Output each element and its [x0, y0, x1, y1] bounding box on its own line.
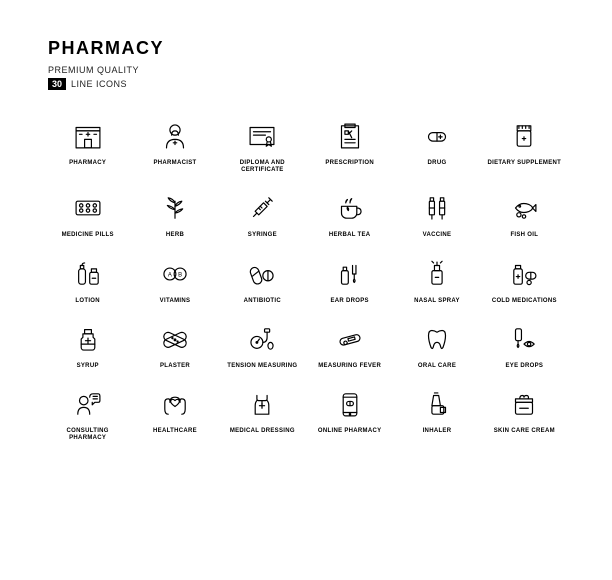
icon-cell-oral-care: ORAL CARE: [397, 321, 476, 370]
icon-label: SYRINGE: [248, 232, 277, 239]
icon-cell-consulting-pharmacy: CONSULTING PHARMACY: [48, 386, 127, 442]
icon-label: HERB: [166, 232, 184, 239]
count-badge: 30: [48, 78, 66, 90]
icon-label: SYRUP: [77, 363, 99, 370]
icon-cell-ear-drops: EAR DROPS: [310, 256, 389, 305]
herbal-tea-icon: [332, 190, 368, 226]
icon-label: DIPLOMA AND CERTIFICATE: [223, 160, 302, 174]
eye-drops-icon: [506, 321, 542, 357]
plaster-icon: [157, 321, 193, 357]
icon-label: MEDICAL DRESSING: [230, 428, 295, 435]
pharmacist-icon: [157, 118, 193, 154]
count-row: 30 LINE ICONS: [48, 78, 564, 90]
icon-cell-medical-dressing: MEDICAL DRESSING: [223, 386, 302, 442]
svg-text:B: B: [178, 272, 182, 278]
icon-cell-herbal-tea: HERBAL TEA: [310, 190, 389, 239]
syrup-icon: [70, 321, 106, 357]
icon-label: TENSION MEASURING: [227, 363, 297, 370]
vaccine-icon: [419, 190, 455, 226]
icon-cell-cold-medications: COLD MEDICATIONS: [485, 256, 564, 305]
ear-drops-icon: [332, 256, 368, 292]
icon-label: ONLINE PHARMACY: [318, 428, 382, 435]
icon-label: PRESCRIPTION: [325, 160, 374, 167]
inhaler-icon: [419, 386, 455, 422]
icon-cell-tension-measuring: TENSION MEASURING: [223, 321, 302, 370]
icon-label: PLASTER: [160, 363, 190, 370]
icon-label: ANTIBIOTIC: [244, 298, 281, 305]
icon-cell-prescription: PRESCRIPTION: [310, 118, 389, 174]
icon-cell-online-pharmacy: ONLINE PHARMACY: [310, 386, 389, 442]
icon-label: VACCINE: [423, 232, 452, 239]
icon-cell-syrup: SYRUP: [48, 321, 127, 370]
nasal-spray-icon: [419, 256, 455, 292]
fish-oil-icon: [506, 190, 542, 226]
syringe-icon: [244, 190, 280, 226]
drug-icon: [419, 118, 455, 154]
icon-cell-herb: HERB: [135, 190, 214, 239]
icon-label: PHARMACIST: [153, 160, 196, 167]
herb-icon: [157, 190, 193, 226]
icon-cell-syringe: SYRINGE: [223, 190, 302, 239]
diploma-icon: [244, 118, 280, 154]
icon-cell-drug: DRUG: [397, 118, 476, 174]
online-pharmacy-icon: [332, 386, 368, 422]
icon-label: DIETARY SUPPLEMENT: [488, 160, 562, 167]
medicine-pills-icon: [70, 190, 106, 226]
icon-label: COLD MEDICATIONS: [492, 298, 557, 305]
dietary-supplement-icon: [506, 118, 542, 154]
icon-cell-healthcare: HEALTHCARE: [135, 386, 214, 442]
icon-label: EAR DROPS: [330, 298, 368, 305]
measuring-fever-icon: [332, 321, 368, 357]
header: PHARMACY PREMIUM QUALITY 30 LINE ICONS: [48, 38, 564, 90]
healthcare-icon: [157, 386, 193, 422]
consulting-pharmacy-icon: [70, 386, 106, 422]
cold-medications-icon: [506, 256, 542, 292]
prescription-icon: [332, 118, 368, 154]
icon-label: DRUG: [428, 160, 447, 167]
icon-cell-vaccine: VACCINE: [397, 190, 476, 239]
icon-cell-pharmacist: PHARMACIST: [135, 118, 214, 174]
svg-text:A: A: [168, 272, 172, 278]
icon-label: MEDICINE PILLS: [62, 232, 114, 239]
antibiotic-icon: [244, 256, 280, 292]
icon-cell-skin-care-cream: SKIN CARE CREAM: [485, 386, 564, 442]
icon-label: LOTION: [75, 298, 99, 305]
icon-label: HEALTHCARE: [153, 428, 197, 435]
icon-label: MEASURING FEVER: [318, 363, 381, 370]
icon-cell-vitamins: AB VITAMINS: [135, 256, 214, 305]
icon-label: EYE DROPS: [505, 363, 543, 370]
icon-grid: PHARMACY PHARMACIST DIPLOMA AND CERTIFICAT…: [48, 118, 564, 442]
tension-measuring-icon: [244, 321, 280, 357]
icon-cell-fish-oil: FISH OIL: [485, 190, 564, 239]
page-title: PHARMACY: [48, 38, 564, 59]
icon-label: CONSULTING PHARMACY: [48, 428, 127, 442]
icon-label: NASAL SPRAY: [414, 298, 460, 305]
icon-cell-lotion: LOTION: [48, 256, 127, 305]
count-label: LINE ICONS: [71, 79, 127, 89]
icon-cell-plaster: PLASTER: [135, 321, 214, 370]
medical-dressing-icon: [244, 386, 280, 422]
icon-label: HERBAL TEA: [329, 232, 371, 239]
lotion-icon: [70, 256, 106, 292]
oral-care-icon: [419, 321, 455, 357]
skin-care-cream-icon: [506, 386, 542, 422]
subtitle: PREMIUM QUALITY: [48, 65, 564, 75]
icon-cell-pharmacy: PHARMACY: [48, 118, 127, 174]
icon-cell-measuring-fever: MEASURING FEVER: [310, 321, 389, 370]
icon-label: ORAL CARE: [418, 363, 456, 370]
icon-label: VITAMINS: [160, 298, 191, 305]
icon-label: SKIN CARE CREAM: [494, 428, 555, 435]
icon-label: PHARMACY: [69, 160, 106, 167]
icon-cell-diploma: DIPLOMA AND CERTIFICATE: [223, 118, 302, 174]
vitamins-icon: AB: [157, 256, 193, 292]
icon-cell-inhaler: INHALER: [397, 386, 476, 442]
pharmacy-icon: [70, 118, 106, 154]
icon-cell-antibiotic: ANTIBIOTIC: [223, 256, 302, 305]
icon-label: FISH OIL: [510, 232, 538, 239]
icon-cell-eye-drops: EYE DROPS: [485, 321, 564, 370]
icon-label: INHALER: [423, 428, 452, 435]
icon-cell-medicine-pills: MEDICINE PILLS: [48, 190, 127, 239]
icon-cell-nasal-spray: NASAL SPRAY: [397, 256, 476, 305]
icon-cell-dietary-supplement: DIETARY SUPPLEMENT: [485, 118, 564, 174]
